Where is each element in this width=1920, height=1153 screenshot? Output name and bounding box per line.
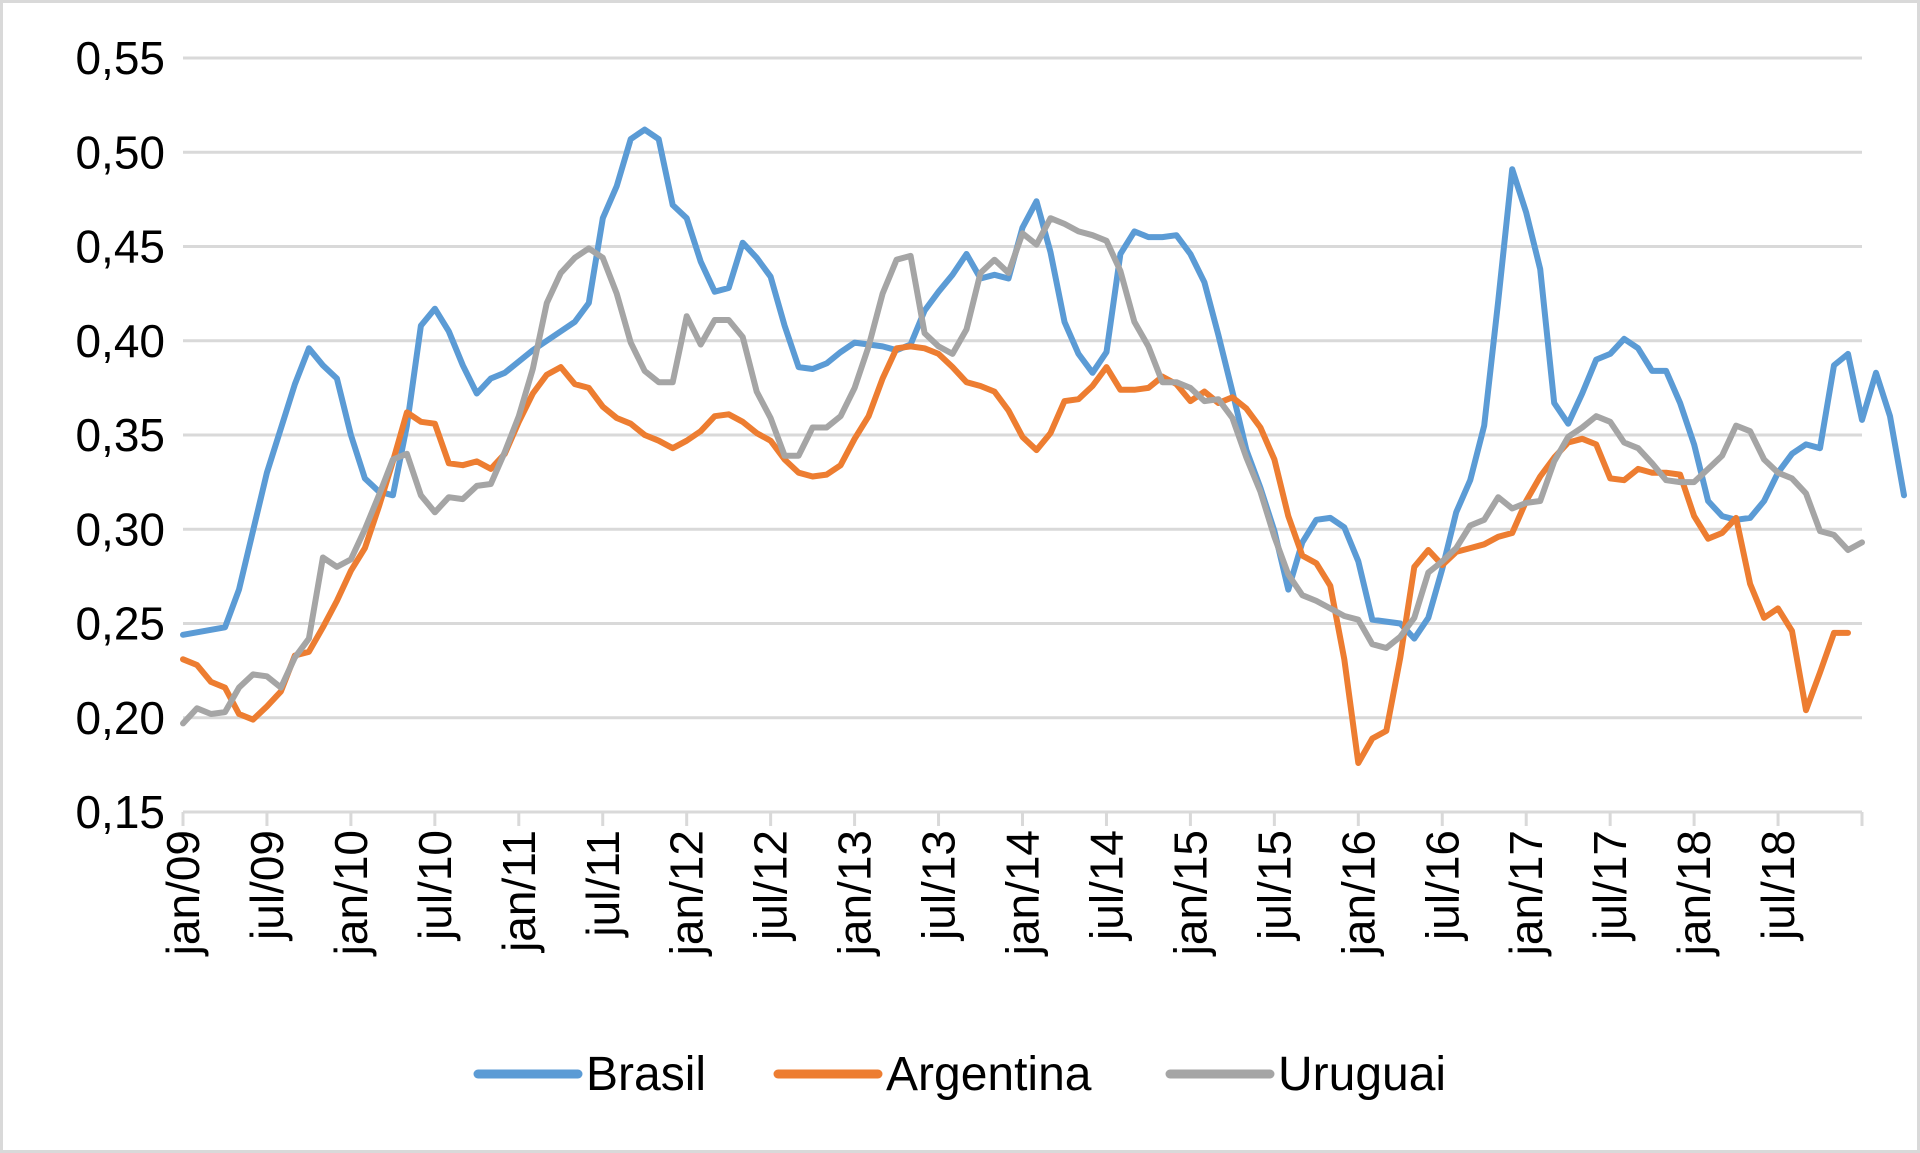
x-tick-label: jan/16	[1332, 830, 1384, 957]
y-tick-label: 0,20	[75, 692, 165, 744]
x-tick-label: jul/16	[1416, 830, 1468, 942]
series-line-uruguai	[180, 215, 1865, 727]
x-tick-label: jul/18	[1752, 830, 1804, 942]
x-tick-label: jul/13	[913, 830, 965, 942]
x-tick-label: jul/17	[1584, 830, 1636, 942]
x-tick-label: jul/09	[241, 830, 293, 942]
y-tick-label: 0,35	[75, 409, 165, 461]
series-line-brasil	[180, 126, 1907, 642]
legend-label-uruguai: Uruguai	[1278, 1048, 1446, 1101]
x-tick-label: jul/10	[409, 830, 461, 942]
series-line-argentina	[180, 343, 1851, 766]
legend-label-brasil: Brasil	[586, 1048, 706, 1101]
x-tick-label: jan/09	[157, 830, 209, 957]
y-tick-label: 0,50	[75, 126, 165, 178]
x-tick-label: jul/14	[1080, 830, 1132, 942]
x-tick-label: jul/12	[745, 830, 797, 942]
x-tick-label: jan/15	[1164, 830, 1216, 957]
x-tick-label: jul/15	[1248, 830, 1300, 942]
x-tick-label: jan/10	[325, 830, 377, 957]
y-tick-label: 0,45	[75, 221, 165, 273]
y-tick-label: 0,40	[75, 315, 165, 367]
legend: Brasil Argentina Uruguai	[473, 1048, 1446, 1101]
y-tick-label: 0,55	[75, 32, 165, 84]
x-tick-label: jan/18	[1668, 830, 1720, 957]
x-tick-label: jan/17	[1500, 830, 1552, 957]
series-lines	[180, 126, 1907, 766]
y-axis-tick-labels: 0,15 0,20 0,25 0,30 0,35 0,40 0,45 0,50 0,55	[75, 32, 165, 838]
y-tick-label: 0,25	[75, 598, 165, 650]
x-tick-label: jan/12	[661, 830, 713, 957]
x-tick-label: jan/13	[829, 830, 881, 957]
x-axis: jan/09 jul/09 jan/10 jul/10 jan/11 jul/11 jan/…	[157, 810, 1864, 957]
x-tick-label: jan/14	[997, 830, 1049, 957]
y-tick-label: 0,30	[75, 503, 165, 555]
y-tick-label: 0,15	[75, 786, 165, 838]
legend-label-argentina: Argentina	[886, 1048, 1092, 1101]
x-tick-label: jan/11	[493, 830, 545, 954]
gridlines	[183, 56, 1862, 720]
x-tick-label: jul/11	[577, 830, 629, 939]
